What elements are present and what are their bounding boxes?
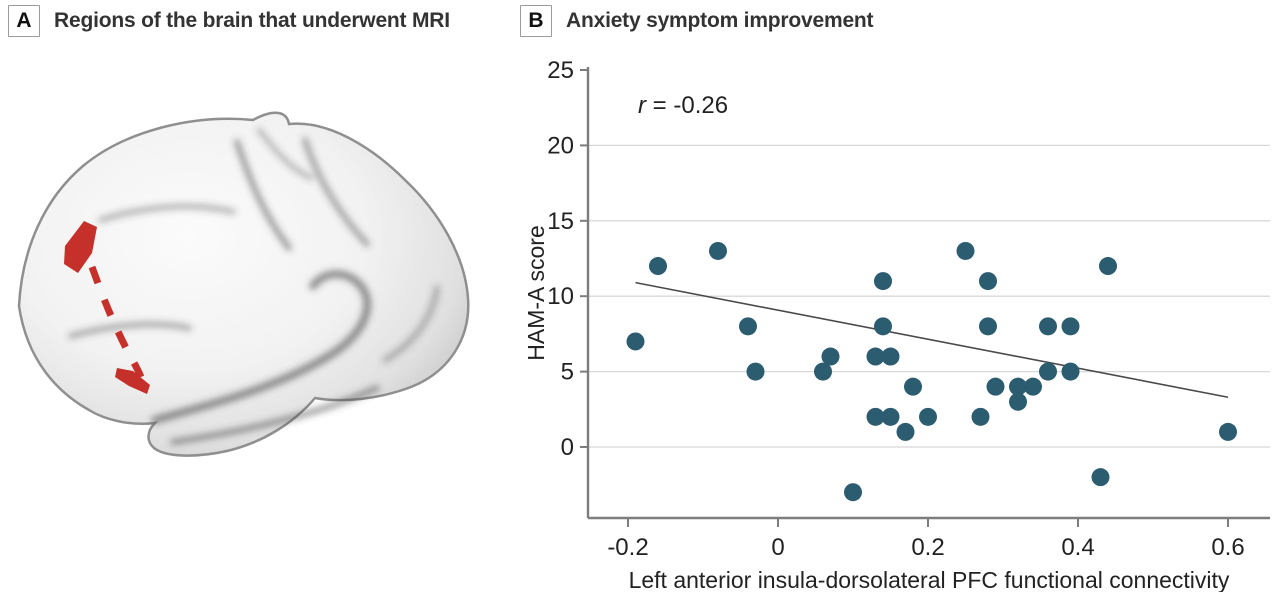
panel-b-title: Anxiety symptom improvement xyxy=(566,9,874,32)
gridlines xyxy=(588,144,1270,448)
scatter-point xyxy=(709,241,727,260)
insula-arrow-marker xyxy=(115,368,150,394)
scatter-point xyxy=(1024,377,1042,396)
x-tick-label: -0.2 xyxy=(607,534,648,561)
scatter-point xyxy=(1009,392,1027,411)
scatter-point xyxy=(649,257,667,276)
scatter-point xyxy=(739,317,757,336)
scatter-point xyxy=(1061,317,1080,336)
scatter-point xyxy=(881,407,900,426)
x-tick-label: 0.6 xyxy=(1211,534,1244,561)
scatter-point xyxy=(814,362,832,381)
scatter-point xyxy=(821,347,840,366)
scatter-point xyxy=(896,422,915,441)
x-tick-label: 0.2 xyxy=(911,534,944,561)
connectivity-dashed-line xyxy=(88,265,145,379)
scatter-point xyxy=(979,317,997,336)
scatter-point xyxy=(1091,468,1110,487)
scatter-point xyxy=(874,272,892,291)
y-axis-title: HAM-A score xyxy=(523,225,549,360)
brain-sulci xyxy=(68,127,440,445)
scatter-point xyxy=(746,362,765,381)
axes: 25 20 15 10 5 0 -0.2 0 0.2 0.4 0.6 xyxy=(547,57,1270,561)
panel-b-label: B xyxy=(520,5,552,37)
scatter-point xyxy=(866,407,885,426)
scatter-point xyxy=(1061,362,1080,381)
x-axis-title: Left anterior insula-dorsolateral PFC fu… xyxy=(629,567,1230,592)
y-tick-label: 25 xyxy=(547,57,574,84)
scatter-point xyxy=(844,483,862,502)
scatter-point xyxy=(1219,422,1237,441)
scatter-point xyxy=(874,317,892,336)
x-tick-label: 0.4 xyxy=(1061,534,1094,561)
trend-line xyxy=(635,281,1229,399)
scatter-point xyxy=(956,241,975,260)
scatter-point xyxy=(1009,377,1027,396)
y-tick-label: 0 xyxy=(561,434,574,461)
scatter-point xyxy=(626,332,645,351)
scatter-point xyxy=(979,272,997,291)
y-tick-label: 5 xyxy=(561,359,574,386)
mri-region-markers xyxy=(64,221,150,394)
scatter-points xyxy=(626,241,1237,502)
y-tick-label: 10 xyxy=(547,283,574,310)
x-tick-label: 0 xyxy=(771,534,784,561)
scatter-point xyxy=(1039,362,1057,381)
panel-a-label: A xyxy=(8,5,40,37)
scatter-point xyxy=(1099,257,1117,276)
scatter-point xyxy=(919,407,937,426)
panel-a-header: A Regions of the brain that underwent MR… xyxy=(8,5,450,37)
scatter-point xyxy=(881,347,900,366)
scatter-point xyxy=(904,377,922,396)
scatter-plot: 25 20 15 10 5 0 -0.2 0 0.2 0.4 0.6 Left anterior in… xyxy=(523,57,1270,592)
dlpfc-highlight-marker xyxy=(64,221,97,273)
scatter-point xyxy=(1039,317,1057,336)
panel-a-title: Regions of the brain that underwent MRI xyxy=(54,9,450,32)
brain-illustration xyxy=(17,111,470,457)
panel-b-header: B Anxiety symptom improvement xyxy=(520,5,874,37)
scatter-point xyxy=(986,377,1005,396)
scatter-point xyxy=(866,347,885,366)
y-tick-label: 15 xyxy=(547,208,574,235)
correlation-annotation: r = -0.26 xyxy=(638,92,728,119)
scatter-point xyxy=(971,407,990,426)
y-tick-label: 20 xyxy=(547,132,574,159)
